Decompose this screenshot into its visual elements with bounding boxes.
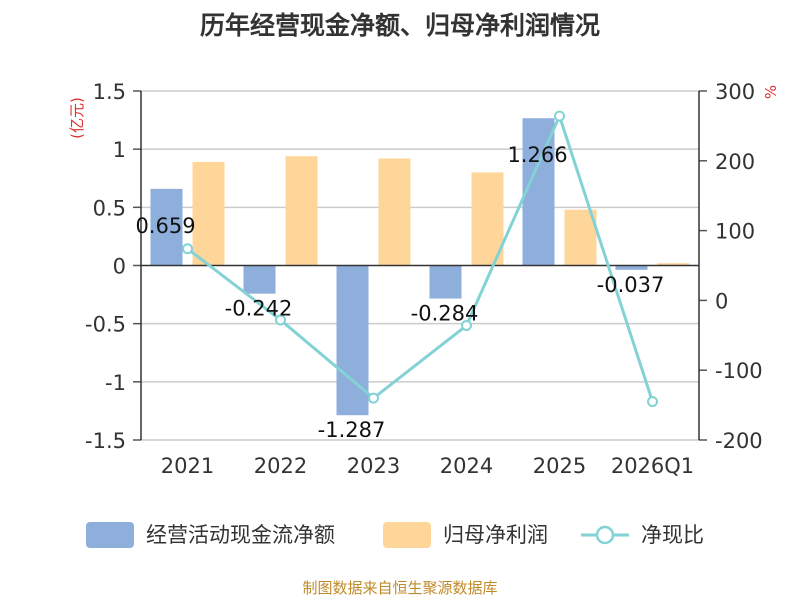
cashflow-value-label: 1.266 <box>507 143 567 167</box>
bar-cashflow <box>615 265 648 270</box>
legend-item-cashflow[interactable]: 经营活动现金流净额 <box>86 522 335 548</box>
bar-profit <box>192 161 225 266</box>
bar-cashflow <box>243 265 276 294</box>
cashflow-value-label: -0.284 <box>411 302 479 326</box>
data-labels: 0.659 -0.242 -1.287 -0.284 1.266 -0.037 <box>135 143 664 442</box>
x-tick-label: 2023 <box>347 454 400 478</box>
grid-lines <box>141 90 699 441</box>
right-tick-label: 100 <box>715 220 755 244</box>
source-footer: 制图数据来自恒生聚源数据库 <box>302 579 497 597</box>
legend-item-profit[interactable]: 归母净利润 <box>383 522 548 548</box>
left-axis-unit: (亿元) <box>68 97 86 139</box>
right-tick-label: 0 <box>715 289 728 313</box>
left-tick-label: 1 <box>113 138 126 162</box>
legend-label-profit: 归母净利润 <box>443 523 548 547</box>
legend-marker-ratio <box>595 525 615 545</box>
left-tick-label: -1 <box>105 371 126 395</box>
bar-profit <box>471 172 504 266</box>
legend-label-ratio: 净现比 <box>641 523 704 547</box>
bar-profit <box>564 209 597 266</box>
legend-swatch-profit <box>383 522 431 548</box>
ratio-point <box>554 110 565 122</box>
cashflow-value-label: -1.287 <box>318 418 386 442</box>
bars <box>141 118 699 416</box>
bar-profit <box>285 156 318 266</box>
ratio-point <box>647 396 658 408</box>
left-axis: 1.5 1 0.5 0 -0.5 -1 -1.5 <box>85 80 142 453</box>
cashflow-value-label: -0.242 <box>225 297 293 321</box>
bar-cashflow <box>429 265 462 299</box>
right-tick-label: -200 <box>715 429 763 453</box>
ratio-point <box>368 392 379 404</box>
cashflow-value-label: 0.659 <box>135 214 195 238</box>
legend-swatch-cashflow <box>86 522 134 548</box>
ratio-line <box>182 110 658 408</box>
ratio-point <box>182 243 193 255</box>
bar-profit <box>657 263 690 266</box>
left-tick-label: 0 <box>113 255 126 279</box>
legend-item-ratio[interactable]: 净现比 <box>581 523 704 547</box>
legend: 经营活动现金流净额 归母净利润 净现比 <box>86 522 704 548</box>
left-tick-label: 1.5 <box>93 80 126 104</box>
right-tick-label: 300 <box>715 80 755 104</box>
x-tick-label: 2026Q1 <box>611 454 694 478</box>
left-tick-label: -0.5 <box>85 313 126 337</box>
x-tick-label: 2025 <box>533 454 586 478</box>
bar-cashflow <box>336 265 369 416</box>
ratio-point <box>275 314 286 326</box>
bar-profit <box>378 158 411 266</box>
left-tick-label: 0.5 <box>93 196 126 220</box>
right-axis: 300 200 100 0 -100 -200 <box>698 80 763 453</box>
ratio-line-path <box>186 111 654 403</box>
chart-title: 历年经营现金净额、归母净利润情况 <box>200 11 600 40</box>
right-tick-label: -100 <box>715 359 763 383</box>
x-tick-label: 2022 <box>254 454 307 478</box>
legend-label-cashflow: 经营活动现金流净额 <box>146 523 335 547</box>
x-tick-label: 2021 <box>161 454 214 478</box>
right-axis-unit: % <box>762 85 780 99</box>
bar-cashflow <box>150 188 183 266</box>
cashflow-value-label: -0.037 <box>597 273 665 297</box>
left-tick-label: -1.5 <box>85 429 126 453</box>
right-tick-label: 200 <box>715 150 755 174</box>
ratio-point <box>461 320 472 332</box>
x-tick-label: 2024 <box>440 454 493 478</box>
x-axis: 2021 2022 2023 2024 2025 2026Q1 <box>161 454 694 478</box>
